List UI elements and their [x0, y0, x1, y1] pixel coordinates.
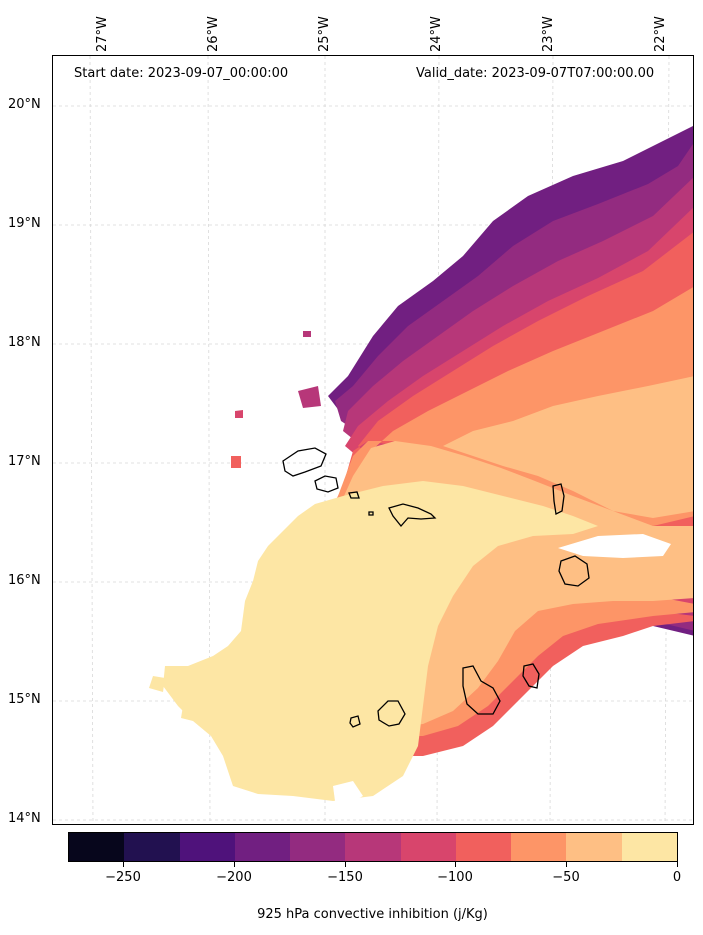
- colorbar-segment: [234, 833, 291, 861]
- latitude-label-15n: 15°N: [8, 692, 41, 707]
- island-sao-vicente: [314, 475, 339, 493]
- island-brava: [349, 715, 361, 728]
- longitude-label-23w: 23°W: [541, 16, 556, 52]
- longitude-label-22w: 22°W: [653, 16, 668, 52]
- colorbar-segment: [511, 833, 567, 861]
- cin-fragment-north-3: [231, 456, 241, 468]
- colorbar-tick-label: −150: [327, 870, 363, 885]
- start-date-label: Start date: 2023-09-07_00:00:00: [74, 66, 289, 81]
- latitude-label-16n: 16°N: [8, 573, 41, 588]
- colorbar-segment: [621, 833, 677, 861]
- latitude-label-17n: 17°N: [8, 454, 41, 469]
- cin-band-zero: [163, 481, 598, 801]
- island-santa-luzia: [348, 491, 360, 499]
- colorbar-segment: [566, 833, 622, 861]
- colorbar-tick-label: −100: [437, 870, 473, 885]
- colorbar-segment: [290, 833, 346, 861]
- colorbar-tick-label: −200: [216, 870, 252, 885]
- cin-fragment-north-2: [235, 410, 243, 418]
- latitude-label-20n: 20°N: [8, 97, 41, 112]
- coastlines: [282, 447, 590, 728]
- island-santiago: [462, 665, 501, 715]
- colorbar-tick: [123, 862, 124, 867]
- colorbar-tick-label: 0: [672, 870, 682, 885]
- map-canvas: [53, 56, 693, 824]
- colorbar-tick: [455, 862, 456, 867]
- longitude-label-24w: 24°W: [429, 16, 444, 52]
- cin-fragment-west-1: [149, 676, 165, 692]
- colorbar: [68, 832, 678, 862]
- colorbar-segment: [69, 833, 125, 861]
- colorbar-segment: [345, 833, 401, 861]
- longitude-label-26w: 26°W: [206, 16, 221, 52]
- colorbar-tick-label: −250: [105, 870, 141, 885]
- cin-gap-east: [558, 534, 671, 558]
- colorbar-segment: [400, 833, 456, 861]
- colorbar-segment: [124, 833, 180, 861]
- colorbar-tick: [234, 862, 235, 867]
- gridline-lon-27w: [89, 56, 94, 824]
- latitude-label-14n: 14°N: [8, 811, 41, 826]
- island-boa-vista: [558, 555, 590, 587]
- island-sao-nicolau: [388, 503, 437, 528]
- island-santo-antao: [282, 447, 327, 477]
- latitude-label-18n: 18°N: [8, 335, 41, 350]
- gridline-lon-26w: [207, 56, 211, 824]
- island-raso: [368, 511, 374, 516]
- cin-field: [149, 126, 693, 804]
- cin-fragment-west-2: [181, 706, 198, 721]
- colorbar-segment: [179, 833, 235, 861]
- colorbar-tick-label: −50: [552, 870, 580, 885]
- colorbar-segment: [455, 833, 512, 861]
- island-sal: [552, 483, 565, 515]
- cin-gap-south: [333, 781, 363, 804]
- cin-fragment-north-4: [303, 331, 311, 337]
- latitude-label-19n: 19°N: [8, 216, 41, 231]
- colorbar-title: 925 hPa convective inhibition (j/Kg): [257, 907, 488, 922]
- map-panel: [52, 55, 694, 825]
- colorbar-tick: [677, 862, 678, 867]
- colorbar-tick: [345, 862, 346, 867]
- longitude-label-27w: 27°W: [95, 16, 110, 52]
- island-maio: [522, 663, 540, 689]
- valid-date-label: Valid_date: 2023-09-07T07:00:00.00: [416, 66, 655, 81]
- cin-fragment-north-1: [298, 386, 321, 408]
- longitude-label-25w: 25°W: [317, 16, 332, 52]
- island-fogo: [377, 700, 406, 727]
- colorbar-tick: [566, 862, 567, 867]
